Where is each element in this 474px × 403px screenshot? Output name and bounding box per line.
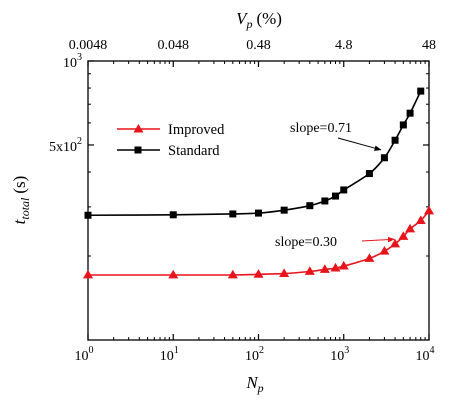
data-point-standard	[417, 87, 425, 95]
annotation-arrow-improved	[361, 236, 395, 243]
legend-item-standard: Standard	[117, 143, 220, 159]
annotation-slope-improved: slope=0.30	[275, 235, 337, 250]
data-point-improved	[168, 269, 179, 279]
data-point-standard	[84, 211, 92, 219]
data-point-standard	[406, 109, 414, 117]
data-point-standard	[380, 154, 388, 162]
data-point-improved	[424, 205, 434, 215]
data-point-standard	[169, 211, 177, 219]
legend-item-improved: Improved	[117, 122, 225, 138]
data-point-standard	[306, 202, 314, 210]
series-lines	[87, 90, 430, 276]
x2-tick-label: 0.0048	[69, 38, 108, 53]
x-tick-label: 101	[160, 345, 179, 364]
legend: Improved Standard	[117, 122, 225, 159]
data-point-improved	[398, 231, 409, 240]
x2-tick-label: 4.8	[335, 38, 353, 53]
data-point-improved	[319, 264, 330, 273]
x-tick-label: 102	[245, 345, 264, 364]
data-point-improved	[83, 269, 93, 279]
legend-marker-improved	[133, 124, 144, 133]
axis-ticks: 100 101 102 103 104 0.0048 0.048 0.48 4.8 48 103 5x…	[49, 38, 436, 364]
data-point-standard	[331, 192, 339, 200]
data-point-improved	[227, 269, 238, 279]
plot-frame	[87, 60, 430, 341]
data-point-standard	[229, 210, 237, 218]
annotation-arrow-standard	[337, 137, 382, 151]
data-point-standard	[255, 209, 262, 217]
x2-tick-label: 0.048	[158, 38, 190, 53]
data-point-standard	[321, 197, 329, 205]
x-tick-label: 103	[330, 345, 349, 364]
data-point-improved	[415, 215, 426, 224]
data-point-improved	[338, 260, 349, 270]
x-axis-title: Np	[245, 373, 263, 395]
series-line-improved	[87, 210, 430, 276]
data-point-improved	[304, 266, 315, 275]
data-point-standard	[340, 186, 348, 194]
y-tick-label: 5x102	[49, 136, 82, 155]
data-point-standard	[365, 170, 373, 178]
top-axis-title: Vp (%)	[236, 9, 282, 31]
data-point-standard	[399, 121, 407, 129]
series-markers	[83, 87, 434, 279]
y-axis-title: ttotal(s)	[10, 176, 32, 225]
data-point-improved	[279, 268, 290, 277]
annotation-slope-standard: slope=0.71	[290, 121, 352, 136]
legend-label-improved: Improved	[168, 122, 225, 138]
data-point-standard	[280, 206, 288, 214]
x-tick-label: 100	[75, 345, 94, 364]
data-point-improved	[330, 262, 341, 272]
y-tick-label: 103	[63, 52, 82, 71]
legend-label-standard: Standard	[168, 143, 220, 159]
annotations: slope=0.71 slope=0.30	[275, 121, 395, 250]
x2-tick-label: 48	[422, 38, 436, 53]
data-point-improved	[379, 246, 390, 255]
x-tick-label: 104	[416, 345, 435, 364]
data-point-improved	[253, 269, 264, 278]
data-point-improved	[405, 223, 416, 233]
data-point-standard	[391, 136, 399, 144]
data-point-improved	[390, 238, 401, 248]
x2-tick-label: 0.48	[246, 38, 271, 53]
legend-marker-standard	[134, 146, 142, 154]
data-point-improved	[364, 253, 375, 262]
